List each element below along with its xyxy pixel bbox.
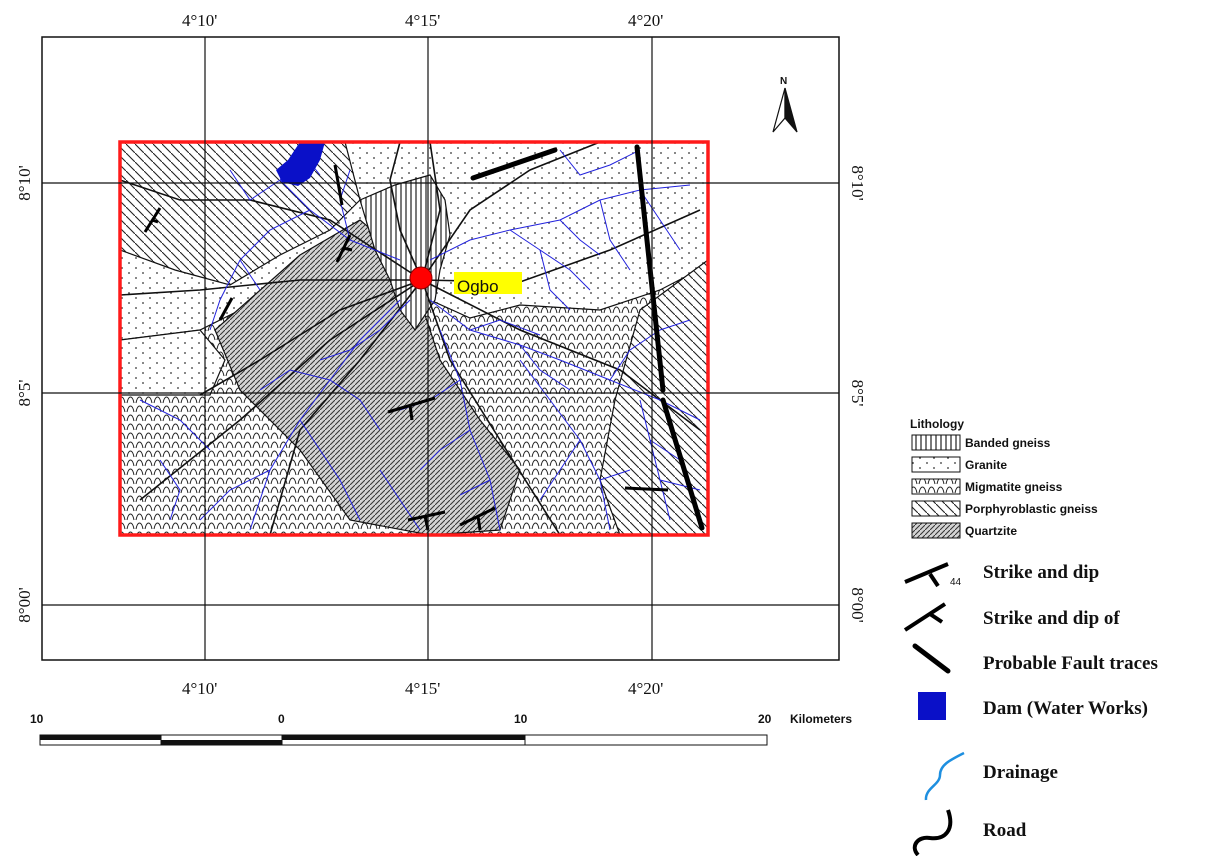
lith-label-quartzite: Quartzite [965, 524, 1017, 538]
ogbo-town-marker[interactable] [409, 266, 433, 290]
ogbo-label-bg [454, 272, 522, 294]
ogbo-label: Ogbo [457, 277, 499, 296]
lat-label-right-1: 8°10' [848, 165, 867, 200]
lon-label-top-1: 4°10' [182, 11, 217, 30]
lith-swatch-granite [911, 456, 961, 473]
scale-label-10-right: 10 [514, 712, 528, 726]
dam-icon [918, 692, 946, 720]
granite-area-west [120, 329, 226, 396]
legend-fault: Probable Fault traces [983, 653, 1158, 674]
dam-water-works [276, 142, 325, 186]
fault-traces [470, 144, 705, 531]
lith-label-banded-gneiss: Banded gneiss [965, 436, 1051, 450]
legend-dam: Dam (Water Works) [983, 698, 1148, 719]
study-area-boundary [118, 140, 710, 537]
svg-text:44: 44 [950, 577, 962, 588]
graticule [42, 37, 839, 660]
scale-bar: 10 0 10 20 Kilometers [30, 712, 852, 746]
scale-label-10-left: 10 [30, 712, 44, 726]
lon-label-bottom-3: 4°20' [628, 679, 663, 698]
lat-label-right-2: 8°5' [848, 380, 867, 407]
road-icon [912, 809, 953, 856]
lithology-legend: Lithology Banded gneiss Granite Migmatit… [910, 417, 1098, 539]
lith-swatch-quartzite [911, 522, 961, 539]
drainage-network [139, 149, 701, 531]
lat-label-right-3: 8°00' [848, 587, 867, 622]
north-arrow-icon: N [772, 76, 798, 133]
lon-label-bottom-1: 4°10' [182, 679, 217, 698]
quartzite-area [214, 219, 521, 535]
lat-label-left-1: 8°10' [15, 165, 34, 200]
legend-strike-dip-of: Strike and dip of [983, 608, 1120, 629]
lith-label-granite: Granite [965, 458, 1007, 472]
lon-label-top-2: 4°15' [405, 11, 440, 30]
lith-swatch-migmatite-gneiss [911, 478, 961, 495]
lithology-title: Lithology [910, 417, 964, 431]
lon-label-top-3: 4°20' [628, 11, 663, 30]
lith-swatch-porphyroblastic-gneiss [911, 500, 961, 517]
lith-label-migmatite-gneiss: Migmatite gneiss [965, 480, 1063, 494]
lithology-regions [120, 142, 708, 535]
roads [120, 142, 701, 535]
lith-label-porphyroblastic-gneiss: Porphyroblastic gneiss [965, 502, 1098, 516]
strike-dip-icon [904, 562, 949, 588]
fault-trace-icon [912, 643, 951, 674]
symbol-legend: 44 Strike and dip Strike and dip of Prob… [903, 562, 1158, 856]
lith-swatch-banded-gneiss [911, 434, 961, 451]
legend-road: Road [983, 820, 1027, 841]
strike-dip-symbols [143, 164, 669, 531]
scale-unit: Kilometers [790, 712, 852, 726]
lon-label-bottom-2: 4°15' [405, 679, 440, 698]
strike-dip-of-icon [903, 602, 947, 632]
lat-label-left-3: 8°00' [15, 587, 34, 622]
scale-label-0: 0 [278, 712, 285, 726]
lat-label-left-2: 8°5' [15, 380, 34, 407]
drainage-icon [924, 751, 965, 801]
legend-strike-dip: Strike and dip [983, 562, 1099, 583]
svg-text:N: N [780, 76, 787, 87]
legend-drainage: Drainage [983, 762, 1058, 783]
scale-label-20: 20 [758, 712, 772, 726]
